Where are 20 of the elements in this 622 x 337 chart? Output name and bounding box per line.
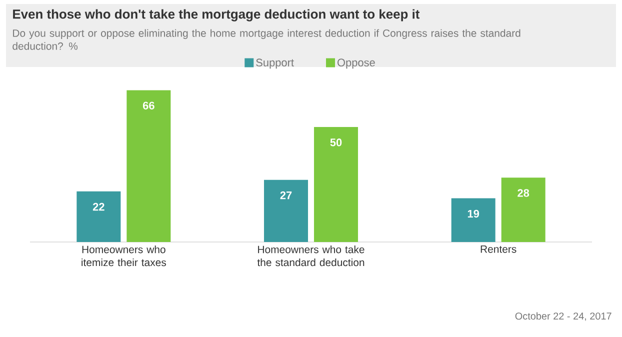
data-label: 27 xyxy=(280,191,292,200)
x-tick-label: Renters xyxy=(480,246,516,253)
data-label: 50 xyxy=(330,138,342,146)
text: October 22 - 24, 2017 xyxy=(515,312,612,321)
bar xyxy=(501,178,546,242)
chart-subtitle: Do you support or oppose eliminating the home mortgage interest deduction if Congress raises the standard deduction? % xyxy=(12,29,520,50)
bar xyxy=(126,90,171,242)
bar xyxy=(314,127,358,242)
data-label: 19 xyxy=(468,210,480,218)
chart-title: Even those who don't take the mortgage deduction want to keep it xyxy=(13,9,420,22)
data-label: 66 xyxy=(142,102,154,110)
legend-label: Oppose xyxy=(338,58,375,69)
data-label: 22 xyxy=(92,202,104,211)
bar xyxy=(264,180,308,242)
bar xyxy=(76,191,121,242)
data-label: 28 xyxy=(518,189,530,197)
bar xyxy=(451,198,496,242)
x-tick-label: Homeowners who itemize their taxes xyxy=(82,246,166,266)
x-tick-label: Homeowners who take the standard deduction xyxy=(257,246,364,266)
legend-label: Support xyxy=(256,58,294,69)
